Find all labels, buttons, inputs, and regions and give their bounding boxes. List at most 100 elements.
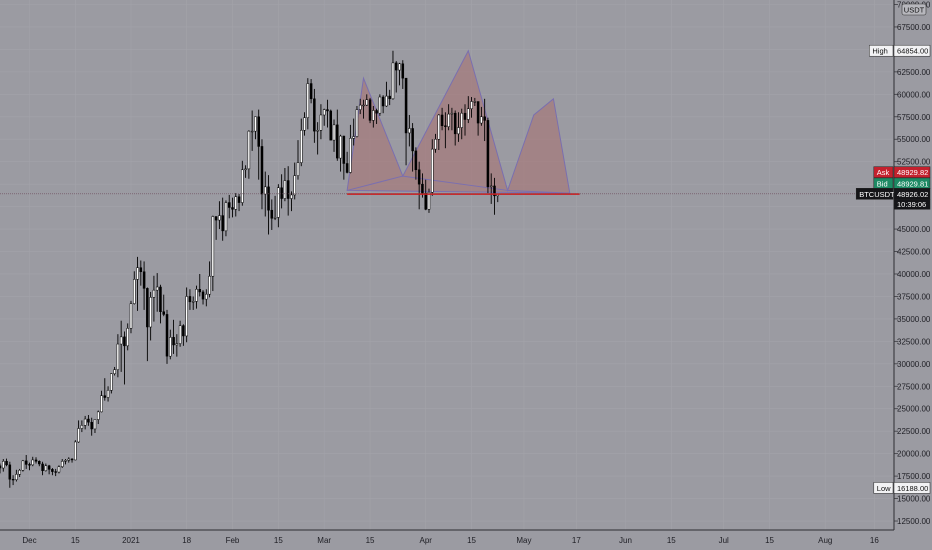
y-tick-label: 30000.00	[897, 360, 931, 369]
candle	[31, 456, 35, 467]
candle	[296, 140, 300, 180]
candle	[110, 373, 113, 394]
candle	[152, 275, 156, 322]
candle-body	[106, 390, 110, 398]
candle-body	[224, 202, 228, 232]
candle	[250, 110, 254, 151]
y-tick-label: 52500.00	[897, 158, 931, 167]
candle	[355, 106, 359, 138]
candle	[270, 199, 274, 230]
candle-body	[172, 337, 175, 346]
candle	[300, 118, 303, 167]
candle	[74, 440, 77, 461]
y-tick-label: 40000.00	[897, 270, 931, 279]
candle	[162, 294, 166, 317]
candle	[313, 88, 316, 143]
candle-body	[372, 110, 375, 121]
candle-body	[398, 63, 401, 71]
candle	[90, 417, 93, 436]
candle	[139, 260, 143, 286]
candle-body	[388, 95, 391, 100]
candle-body	[67, 458, 71, 461]
candle-body	[408, 128, 411, 134]
y-tick-label: 35000.00	[897, 315, 931, 324]
candle	[11, 475, 15, 486]
candle-body	[90, 421, 93, 430]
candle-body	[123, 336, 126, 347]
y-tick-label: 15000.00	[897, 495, 931, 504]
candle-body	[11, 478, 15, 481]
candle-body	[480, 116, 483, 124]
candle	[486, 117, 490, 194]
pattern-connector	[346, 175, 403, 191]
candle	[119, 320, 123, 372]
candle	[352, 118, 355, 146]
candle	[241, 160, 244, 206]
candle	[286, 166, 290, 216]
candle	[427, 188, 431, 213]
candle	[93, 419, 97, 433]
candle	[385, 81, 388, 107]
candle-body	[198, 289, 202, 293]
candle	[408, 114, 411, 147]
candle-body	[31, 459, 35, 466]
candle	[306, 78, 310, 130]
candle-body	[385, 95, 388, 107]
candle-body	[319, 114, 323, 131]
x-tick-label: 15	[366, 536, 375, 545]
candle-body	[300, 130, 303, 163]
candle	[440, 107, 444, 131]
candle-body	[457, 127, 460, 135]
candle	[211, 215, 215, 292]
candle	[136, 256, 139, 311]
candle-body	[444, 125, 447, 127]
bid-tag: Bid 48929.81	[873, 177, 931, 190]
candle	[247, 130, 251, 179]
y-tick-label: 57500.00	[897, 113, 931, 122]
svg-text:48929.82: 48929.82	[897, 168, 928, 177]
y-tick-label: 17500.00	[897, 472, 931, 481]
candle-body	[70, 458, 74, 461]
candle	[457, 112, 460, 142]
candle	[470, 97, 473, 118]
candle	[214, 216, 218, 240]
candle-body	[129, 303, 133, 329]
candle-body	[470, 101, 473, 109]
x-tick-label: 2021	[122, 536, 140, 545]
candle-body	[64, 460, 67, 462]
candle	[129, 300, 133, 334]
candle-body	[401, 63, 405, 79]
price-tags: High 64854.00 Ask 48929.82 Bid 48929.81BTCUSD…	[855, 44, 931, 494]
candle	[489, 173, 493, 204]
candle-body	[322, 109, 326, 116]
x-tick-label: 18	[182, 536, 191, 545]
candle-body	[290, 194, 293, 199]
y-tick-label: 25000.00	[897, 405, 931, 414]
candle	[165, 309, 169, 364]
candle	[332, 119, 336, 152]
candle-body	[136, 267, 139, 280]
candle-body	[437, 114, 441, 140]
y-tick-label: 32500.00	[897, 337, 931, 346]
candle-body	[0, 465, 2, 469]
candle	[293, 162, 296, 200]
candle	[64, 459, 67, 465]
y-tick-label: 20000.00	[897, 450, 931, 459]
candle	[319, 104, 323, 140]
candle	[70, 458, 74, 463]
candle	[342, 135, 346, 180]
candle-body	[244, 168, 247, 171]
candle-body	[132, 279, 136, 304]
x-tick-label: 15	[667, 536, 676, 545]
candle	[345, 151, 349, 174]
candle	[375, 108, 378, 124]
candle	[411, 123, 414, 172]
candle-body	[57, 466, 61, 473]
currency-badge[interactable]: USDT	[901, 3, 927, 16]
candle	[54, 468, 57, 477]
candle	[349, 124, 352, 174]
candle	[365, 94, 369, 106]
svg-text:USDT: USDT	[904, 6, 925, 15]
x-tick-label: Jul	[719, 536, 729, 545]
